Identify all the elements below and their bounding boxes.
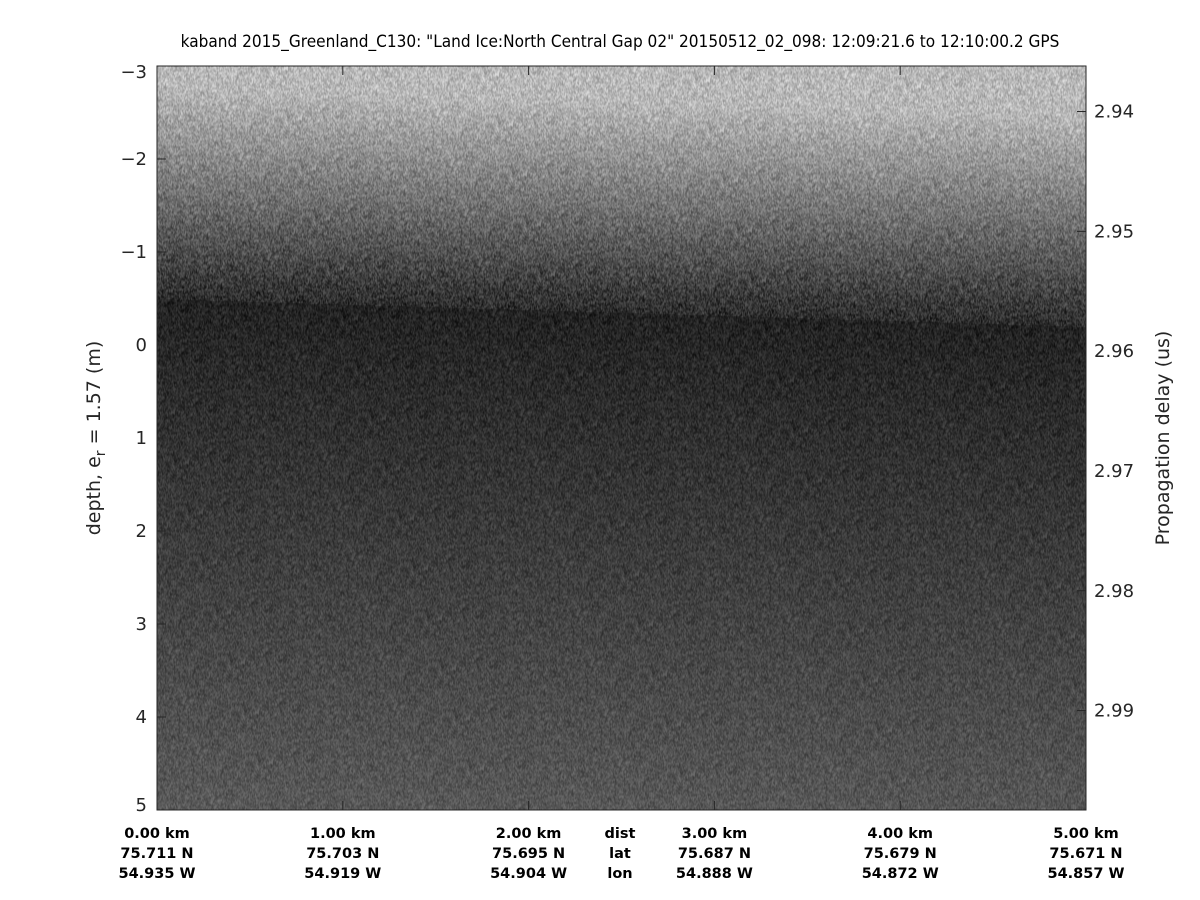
y-right-label: Propagation delay (us) — [1152, 331, 1174, 546]
x-lon-label: 54.904 W — [490, 866, 567, 882]
lon-row-label: lon — [607, 866, 632, 882]
y-left-tick-label: −3 — [120, 62, 147, 83]
y-right-tick-label: 2.94 — [1094, 102, 1134, 123]
x-dist-label: 1.00 km — [310, 826, 376, 842]
x-lat-label: 75.695 N — [492, 846, 565, 862]
dist-row-label: dist — [605, 826, 636, 842]
y-right-tick-label: 2.98 — [1094, 581, 1134, 602]
y-right-tick-label: 2.95 — [1094, 221, 1134, 242]
y-right-tick-label: 2.99 — [1094, 701, 1134, 722]
x-lat-label: 75.711 N — [120, 846, 193, 862]
x-lon-label: 54.919 W — [304, 866, 381, 882]
x-dist-label: 5.00 km — [1053, 826, 1119, 842]
y-left-tick-label: 5 — [136, 795, 147, 816]
y-left-label: depth, er = 1.57 (m) — [83, 341, 109, 536]
echogram-image — [157, 66, 1086, 810]
y-right-tick-label: 2.97 — [1094, 461, 1134, 482]
x-lon-label: 54.872 W — [862, 866, 939, 882]
x-lat-label: 75.703 N — [306, 846, 379, 862]
x-lon-label: 54.857 W — [1048, 866, 1125, 882]
y-left-tick-label: 0 — [136, 335, 147, 356]
y-left-tick-label: −2 — [120, 149, 147, 170]
x-dist-label: 4.00 km — [867, 826, 933, 842]
x-dist-label: 3.00 km — [682, 826, 748, 842]
x-dist-label: 0.00 km — [124, 826, 190, 842]
x-dist-label: 2.00 km — [496, 826, 562, 842]
y-right-tick-label: 2.96 — [1094, 341, 1134, 362]
y-left-tick-label: 2 — [136, 521, 147, 542]
x-lat-label: 75.671 N — [1049, 846, 1122, 862]
x-lon-label: 54.935 W — [119, 866, 196, 882]
x-lat-label: 75.679 N — [864, 846, 937, 862]
lat-row-label: lat — [609, 846, 631, 862]
x-lat-label: 75.687 N — [678, 846, 751, 862]
plot-area — [157, 66, 1086, 810]
y-left-tick-label: 4 — [136, 707, 147, 728]
plot-frame — [156, 65, 1087, 811]
y-left-tick-label: 1 — [136, 428, 147, 449]
chart-title: kaband 2015_Greenland_C130: "Land Ice:No… — [180, 32, 1060, 51]
y-left-tick-label: −1 — [120, 242, 147, 263]
x-lon-label: 54.888 W — [676, 866, 753, 882]
y-left-tick-label: 3 — [136, 614, 147, 635]
